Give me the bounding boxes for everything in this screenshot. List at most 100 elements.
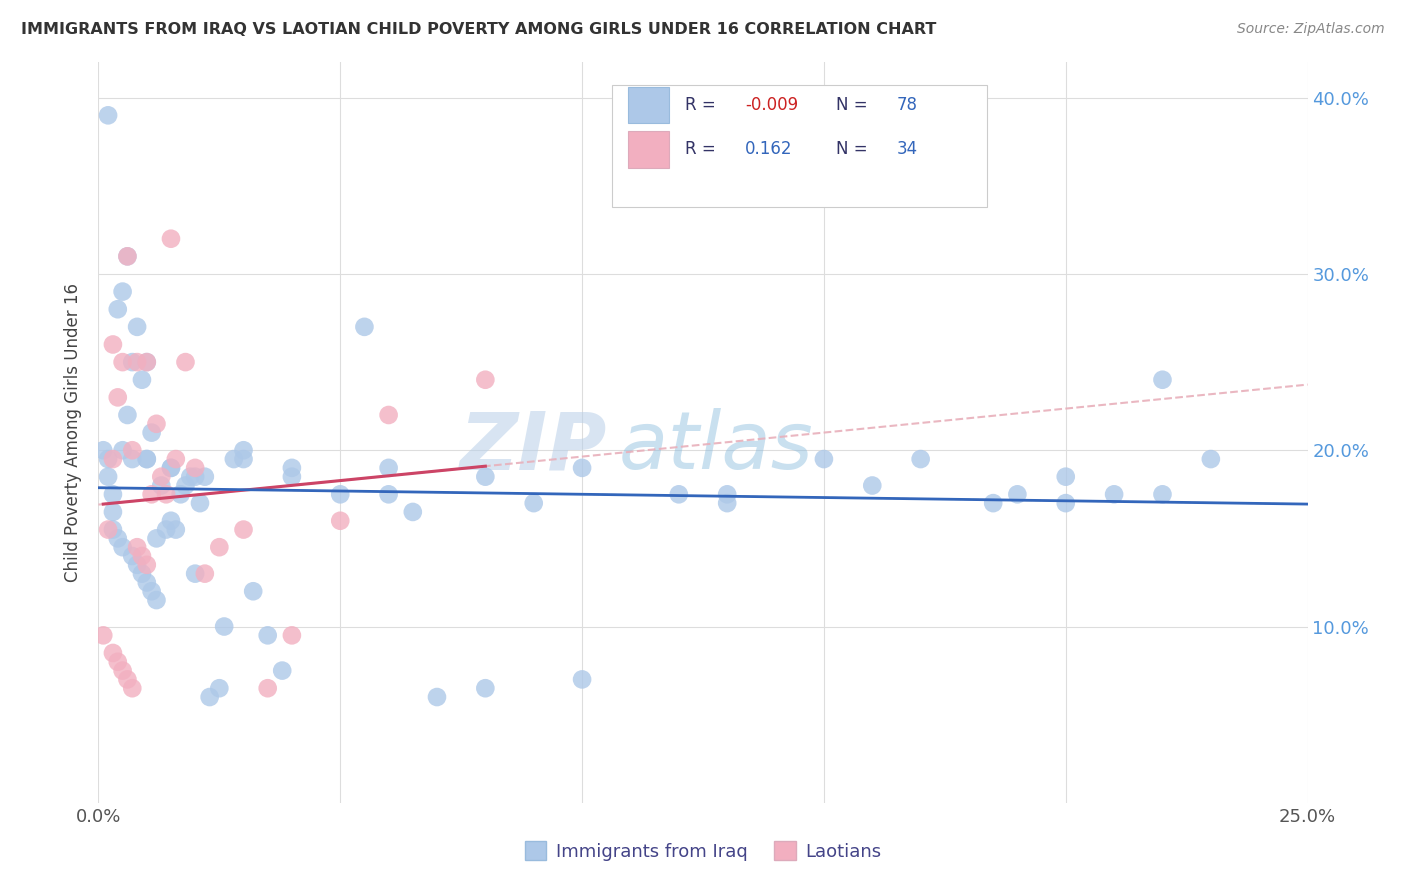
Point xyxy=(523,496,546,510)
Point xyxy=(474,681,496,696)
Point xyxy=(150,469,173,483)
Point xyxy=(97,523,120,537)
Point xyxy=(165,452,187,467)
Point xyxy=(160,461,183,475)
Point xyxy=(127,540,149,554)
Point xyxy=(101,646,124,660)
Point xyxy=(242,584,264,599)
Point xyxy=(668,487,690,501)
Point xyxy=(571,461,593,475)
Point xyxy=(184,461,207,475)
Text: N =: N = xyxy=(837,140,868,159)
Point xyxy=(121,681,143,696)
Point xyxy=(212,619,235,633)
Point xyxy=(135,575,157,590)
Point xyxy=(131,566,153,581)
Point xyxy=(571,673,593,687)
Point xyxy=(377,461,399,475)
Point xyxy=(107,655,129,669)
Point xyxy=(91,443,114,458)
Point xyxy=(135,452,157,467)
Point xyxy=(160,232,183,246)
Point xyxy=(208,681,231,696)
Point xyxy=(184,566,207,581)
Point xyxy=(402,505,425,519)
Point xyxy=(111,355,134,369)
Point xyxy=(1054,469,1077,483)
Point xyxy=(101,487,124,501)
Point xyxy=(716,496,738,510)
Point xyxy=(232,452,254,467)
Point xyxy=(188,496,211,510)
Point xyxy=(910,452,932,467)
Point xyxy=(121,443,143,458)
Point xyxy=(271,664,294,678)
Point xyxy=(131,373,153,387)
Point xyxy=(127,319,149,334)
Point xyxy=(135,355,157,369)
Point xyxy=(111,664,134,678)
Point xyxy=(131,549,153,563)
Point xyxy=(329,487,352,501)
Point xyxy=(160,461,183,475)
Point xyxy=(127,558,149,572)
Y-axis label: Child Poverty Among Girls Under 16: Child Poverty Among Girls Under 16 xyxy=(65,283,83,582)
Point xyxy=(174,478,197,492)
Point xyxy=(101,505,124,519)
Point xyxy=(169,487,191,501)
Point xyxy=(141,487,163,501)
FancyBboxPatch shape xyxy=(628,131,669,168)
Point xyxy=(117,408,139,422)
Point xyxy=(97,452,120,467)
FancyBboxPatch shape xyxy=(613,85,987,207)
Point xyxy=(426,690,449,704)
Point xyxy=(141,425,163,440)
Point xyxy=(329,514,352,528)
Point xyxy=(97,469,120,483)
Point xyxy=(97,108,120,122)
Text: Source: ZipAtlas.com: Source: ZipAtlas.com xyxy=(1237,22,1385,37)
Point xyxy=(127,355,149,369)
Point xyxy=(135,452,157,467)
Point xyxy=(813,452,835,467)
Point xyxy=(121,452,143,467)
Point xyxy=(1152,487,1174,501)
Text: IMMIGRANTS FROM IRAQ VS LAOTIAN CHILD POVERTY AMONG GIRLS UNDER 16 CORRELATION C: IMMIGRANTS FROM IRAQ VS LAOTIAN CHILD PO… xyxy=(21,22,936,37)
Point xyxy=(145,417,167,431)
Legend: Immigrants from Iraq, Laotians: Immigrants from Iraq, Laotians xyxy=(517,834,889,868)
Point xyxy=(232,523,254,537)
Text: ZIP: ZIP xyxy=(458,409,606,486)
Point xyxy=(716,487,738,501)
Point xyxy=(1054,496,1077,510)
Point xyxy=(107,532,129,546)
Point xyxy=(174,355,197,369)
FancyBboxPatch shape xyxy=(628,87,669,123)
Point xyxy=(194,566,217,581)
Point xyxy=(145,593,167,607)
Point xyxy=(222,452,245,467)
Point xyxy=(155,523,177,537)
Point xyxy=(145,532,167,546)
Point xyxy=(1007,487,1029,501)
Text: 78: 78 xyxy=(897,96,918,114)
Point xyxy=(101,452,124,467)
Point xyxy=(117,249,139,263)
Point xyxy=(256,628,278,642)
Point xyxy=(135,558,157,572)
Point xyxy=(121,549,143,563)
Point xyxy=(101,523,124,537)
Point xyxy=(160,514,183,528)
Point xyxy=(117,673,139,687)
Point xyxy=(141,584,163,599)
Point xyxy=(111,540,134,554)
Point xyxy=(121,355,143,369)
Point xyxy=(165,523,187,537)
Point xyxy=(135,355,157,369)
Text: atlas: atlas xyxy=(619,409,813,486)
Point xyxy=(1199,452,1222,467)
Point xyxy=(353,319,375,334)
Point xyxy=(111,443,134,458)
Point xyxy=(377,487,399,501)
Point xyxy=(981,496,1004,510)
Point xyxy=(377,408,399,422)
